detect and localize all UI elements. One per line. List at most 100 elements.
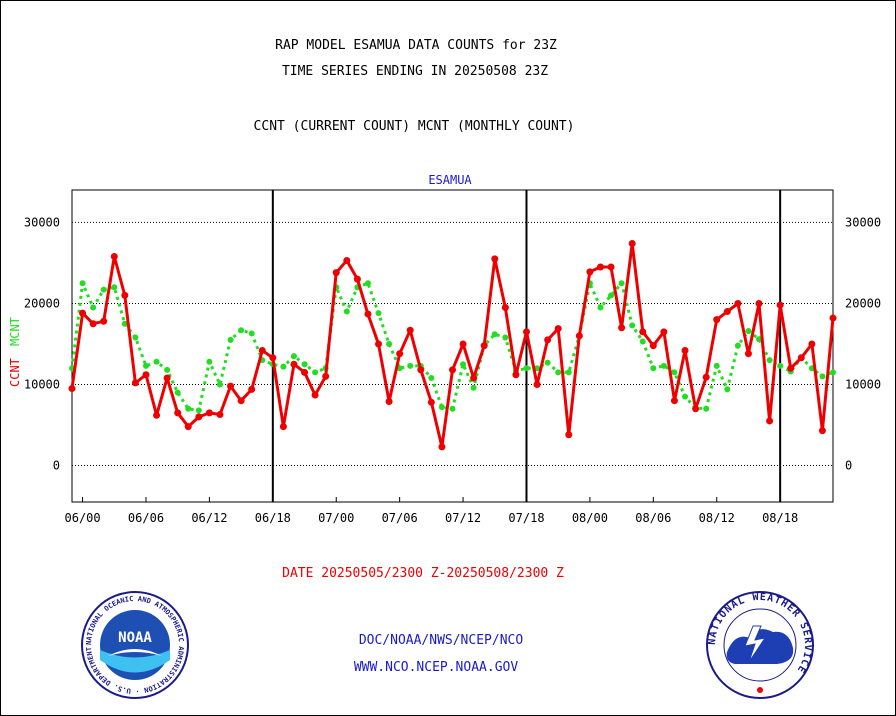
data-point-ccnt [501,304,509,312]
data-point-mcnt [639,338,646,345]
data-point-ccnt [79,309,87,317]
data-point-mcnt [650,365,657,372]
data-point-ccnt [438,443,446,451]
y-tick-label-left: 0 [53,459,60,473]
data-point-ccnt [279,423,287,431]
data-point-mcnt [777,362,784,369]
chart-subtitle: CCNT (CURRENT COUNT) MCNT (MONTHLY COUNT… [253,119,575,134]
data-point-ccnt [142,371,150,379]
data-point-ccnt [797,354,805,362]
x-tick-label: 08/12 [699,511,735,525]
x-tick-label: 06/00 [65,511,101,525]
y-tick-label-left: 20000 [24,296,60,310]
data-point-ccnt [290,360,298,368]
data-point-ccnt [787,364,795,372]
data-point-ccnt [808,340,816,348]
data-point-ccnt [459,340,467,348]
data-point-ccnt [110,252,118,260]
data-point-ccnt [269,354,277,362]
data-point-ccnt [396,350,404,358]
data-point-ccnt [216,410,224,418]
data-point-mcnt [407,362,414,369]
plot-area-border [71,189,834,503]
nws-logo: NATIONAL WEATHER SERVICE [706,591,814,699]
data-point-ccnt [744,350,752,358]
data-point-mcnt [491,331,498,338]
data-point-ccnt [766,417,774,425]
website-link[interactable]: WWW.NCO.NCEP.NOAA.GOV [353,660,519,675]
data-point-mcnt [428,375,435,382]
data-point-ccnt [522,328,530,336]
data-point-mcnt [608,292,615,299]
data-point-mcnt [756,336,763,343]
data-point-mcnt [375,310,382,317]
data-point-mcnt [206,358,213,365]
data-point-mcnt [343,308,350,315]
data-point-ccnt [628,239,636,247]
data-point-ccnt [723,308,731,316]
data-point-ccnt [470,374,478,382]
y-axis-label-mcnt: MCNT [8,317,22,346]
data-point-ccnt [364,310,372,318]
data-point-ccnt [544,336,552,344]
data-point-ccnt [237,397,245,405]
data-point-mcnt [470,384,477,391]
data-point-ccnt [100,317,108,325]
data-point-ccnt [163,374,171,382]
data-point-ccnt [258,346,266,354]
y-tick-label-left: 10000 [24,377,60,391]
data-point-mcnt [555,369,562,376]
x-tick-label: 07/18 [508,511,544,525]
data-point-mcnt [523,365,530,372]
data-point-ccnt [343,257,351,265]
series-line-mcnt [70,281,834,412]
data-point-ccnt [734,299,742,307]
data-point-mcnt [280,363,287,370]
data-point-ccnt [649,342,657,350]
y-axis-label-ccnt: CCNT [8,358,22,387]
data-point-mcnt [438,404,445,411]
data-point-ccnt [565,431,573,439]
data-point-ccnt [660,328,668,336]
data-point-mcnt [565,369,572,376]
data-point-mcnt [79,280,86,287]
data-point-mcnt [364,280,371,287]
data-point-ccnt [607,263,615,271]
org-link[interactable]: DOC/NOAA/NWS/NCEP/NCO [358,633,524,648]
data-point-mcnt [153,358,160,365]
data-point-ccnt [406,326,414,334]
data-point-mcnt [682,393,689,400]
data-point-ccnt [322,372,330,380]
data-point-mcnt [671,369,678,376]
data-point-ccnt [427,398,435,406]
data-point-mcnt [597,304,604,311]
data-point-ccnt [692,405,700,413]
data-point-ccnt [332,269,340,277]
data-point-mcnt [111,284,118,291]
data-point-ccnt [829,314,837,322]
data-point-mcnt [544,359,551,366]
x-tick-label: 08/06 [635,511,671,525]
data-point-mcnt [142,362,149,369]
svg-text:NOAA: NOAA [118,630,152,646]
date-range-label: DATE 20250505/2300 Z-20250508/2300 Z [282,566,564,581]
x-tick-label: 07/12 [445,511,481,525]
x-tick-label: 07/06 [382,511,418,525]
data-point-mcnt [745,328,752,335]
data-point-ccnt [618,324,626,332]
data-point-ccnt [596,263,604,271]
data-point-mcnt [216,381,223,388]
series-line-ccnt [70,242,835,449]
data-point-ccnt [68,385,76,393]
data-point-mcnt [502,334,509,341]
data-point-mcnt [819,373,826,380]
data-point-ccnt [195,413,203,421]
x-tick-label: 06/12 [191,511,227,525]
data-point-ccnt [639,328,647,336]
y-tick-label-right: 10000 [845,377,881,391]
data-point-mcnt [312,369,319,376]
data-point-mcnt [460,361,467,368]
data-point-ccnt [131,379,139,387]
data-point-ccnt [121,291,129,299]
data-point-ccnt [512,371,520,379]
